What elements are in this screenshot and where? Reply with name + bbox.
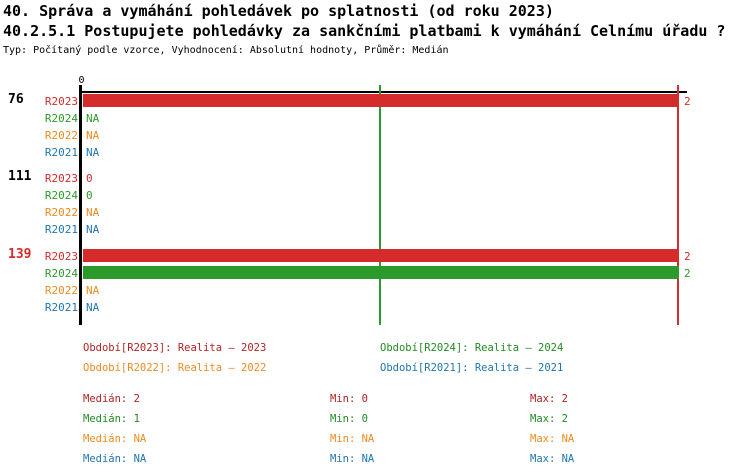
bar-139-R2023 bbox=[83, 249, 679, 262]
group-id-76: 76 bbox=[8, 92, 24, 107]
legend-item-3: Období[R2021]: Realita – 2021 bbox=[380, 362, 564, 374]
chart-subtitle: 40.2.5.1 Postupujete pohledávky za sankč… bbox=[3, 22, 726, 40]
bar-value-139-R2023: 2 bbox=[684, 250, 691, 263]
stat-max-0: Max: 2 bbox=[530, 393, 568, 405]
row-value-139-R2022: NA bbox=[86, 284, 100, 297]
legend-item-0: Období[R2023]: Realita – 2023 bbox=[83, 342, 267, 354]
stat-median-1: Medián: 1 bbox=[83, 413, 140, 425]
median-line-R2024 bbox=[379, 85, 381, 325]
legend-item-2: Období[R2022]: Realita – 2022 bbox=[83, 362, 267, 374]
row-label-139-R2021: R2021 bbox=[44, 301, 78, 314]
axis-zero-line bbox=[79, 85, 82, 325]
bar-value-139-R2024: 2 bbox=[684, 267, 691, 280]
row-label-139-R2023: R2023 bbox=[44, 250, 78, 263]
stat-min-1: Min: 0 bbox=[330, 413, 368, 425]
row-label-111-R2021: R2021 bbox=[44, 223, 78, 236]
bar-value-76-R2023: 2 bbox=[684, 95, 691, 108]
row-value-111-R2023: 0 bbox=[86, 172, 93, 185]
legend-item-1: Období[R2024]: Realita – 2024 bbox=[380, 342, 564, 354]
stat-max-1: Max: 2 bbox=[530, 413, 568, 425]
row-value-111-R2022: NA bbox=[86, 206, 100, 219]
row-label-111-R2024: R2024 bbox=[44, 189, 78, 202]
stat-median-3: Medián: NA bbox=[83, 453, 147, 465]
chart-title: 40. Správa a vymáhání pohledávek po spla… bbox=[3, 2, 554, 20]
row-value-111-R2024: 0 bbox=[86, 189, 93, 202]
bar-139-R2024 bbox=[83, 266, 679, 279]
group-id-139: 139 bbox=[8, 247, 32, 262]
row-label-76-R2022: R2022 bbox=[44, 129, 78, 142]
stat-min-0: Min: 0 bbox=[330, 393, 368, 405]
row-label-111-R2023: R2023 bbox=[44, 172, 78, 185]
row-value-76-R2022: NA bbox=[86, 129, 100, 142]
row-label-111-R2022: R2022 bbox=[44, 206, 78, 219]
row-value-76-R2021: NA bbox=[86, 146, 100, 159]
chart-meta: Typ: Počítaný podle vzorce, Vyhodnocení:… bbox=[3, 45, 449, 56]
row-value-139-R2021: NA bbox=[86, 301, 100, 314]
row-value-76-R2024: NA bbox=[86, 112, 100, 125]
row-label-76-R2023: R2023 bbox=[44, 95, 78, 108]
row-label-76-R2021: R2021 bbox=[44, 146, 78, 159]
stat-max-3: Max: NA bbox=[530, 453, 575, 465]
bar-76-R2023 bbox=[83, 94, 679, 107]
axis-zero-tick-label: 0 bbox=[78, 75, 85, 86]
stat-max-2: Max: NA bbox=[530, 433, 575, 445]
row-label-76-R2024: R2024 bbox=[44, 112, 78, 125]
stat-median-2: Medián: NA bbox=[83, 433, 147, 445]
axis-top-line bbox=[82, 91, 687, 93]
stat-min-2: Min: NA bbox=[330, 433, 375, 445]
row-label-139-R2022: R2022 bbox=[44, 284, 78, 297]
group-id-111: 111 bbox=[8, 169, 32, 184]
row-value-111-R2021: NA bbox=[86, 223, 100, 236]
stat-min-3: Min: NA bbox=[330, 453, 375, 465]
row-label-139-R2024: R2024 bbox=[44, 267, 78, 280]
median-line-R2023 bbox=[677, 85, 679, 325]
stat-median-0: Medián: 2 bbox=[83, 393, 140, 405]
